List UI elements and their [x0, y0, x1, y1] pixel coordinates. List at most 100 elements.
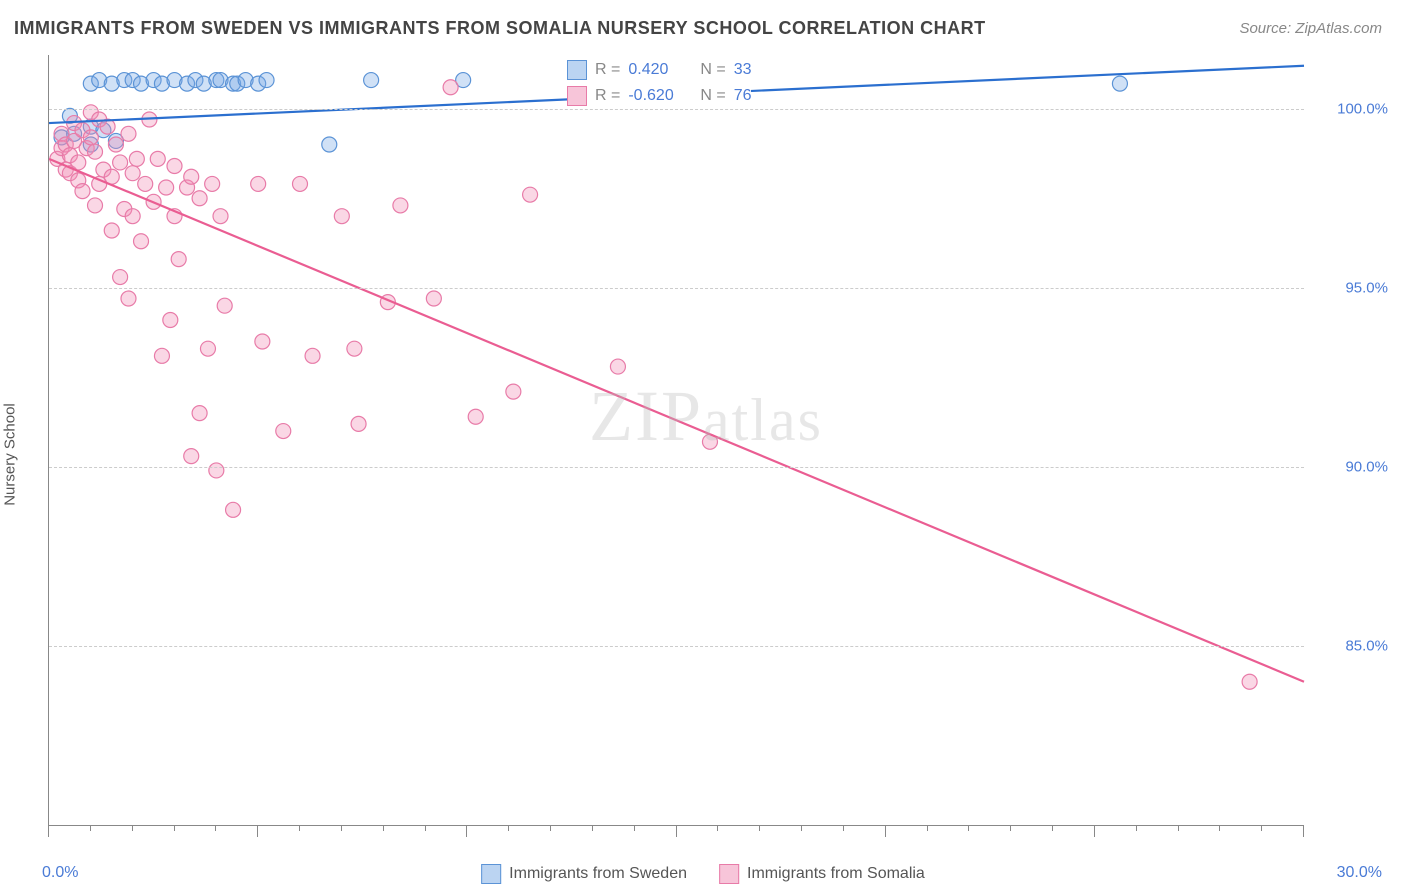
data-point [322, 137, 337, 152]
legend-series-item: Immigrants from Somalia [719, 864, 925, 884]
gridline-h [49, 646, 1304, 647]
data-point [138, 176, 153, 191]
data-point [159, 180, 174, 195]
r-value: 0.420 [628, 61, 692, 79]
x-tick-minor [801, 825, 802, 831]
data-point [184, 449, 199, 464]
correlation-legend: R =0.420N =33R =-0.620N =76 [567, 60, 751, 106]
legend-swatch [481, 864, 501, 884]
x-tick-major [676, 825, 677, 837]
y-tick-label: 90.0% [1345, 458, 1388, 475]
x-tick-minor [550, 825, 551, 831]
x-tick-minor [634, 825, 635, 831]
x-tick-minor [592, 825, 593, 831]
data-point [83, 130, 98, 145]
r-label: R = [595, 87, 620, 105]
data-point [200, 341, 215, 356]
data-point [167, 159, 182, 174]
n-value: 33 [734, 61, 752, 79]
x-tick-minor [1136, 825, 1137, 831]
data-point [184, 169, 199, 184]
legend-swatch [567, 60, 587, 80]
x-tick-major [466, 825, 467, 837]
data-point [108, 137, 123, 152]
data-point [154, 348, 169, 363]
x-tick-minor [383, 825, 384, 831]
legend-swatch [719, 864, 739, 884]
n-label: N = [700, 87, 725, 105]
data-point [443, 80, 458, 95]
x-tick-minor [927, 825, 928, 831]
data-point [255, 334, 270, 349]
legend-swatch [567, 86, 587, 106]
data-point [506, 384, 521, 399]
x-axis-label-min: 0.0% [42, 864, 78, 882]
r-label: R = [595, 61, 620, 79]
chart-container: IMMIGRANTS FROM SWEDEN VS IMMIGRANTS FRO… [0, 0, 1406, 892]
data-point [251, 176, 266, 191]
data-point [121, 126, 136, 141]
scatter-plot-svg [49, 55, 1304, 825]
series-legend: Immigrants from Sweden Immigrants from So… [481, 864, 925, 884]
data-point [1112, 76, 1127, 91]
source-label: Source: ZipAtlas.com [1239, 20, 1382, 37]
chart-title: IMMIGRANTS FROM SWEDEN VS IMMIGRANTS FRO… [14, 18, 986, 39]
gridline-h [49, 467, 1304, 468]
y-axis-title: Nursery School [2, 403, 19, 506]
data-point [150, 151, 165, 166]
data-point [393, 198, 408, 213]
n-label: N = [700, 61, 725, 79]
gridline-h [49, 288, 1304, 289]
data-point [125, 209, 140, 224]
x-tick-minor [968, 825, 969, 831]
x-tick-minor [1010, 825, 1011, 831]
data-point [217, 298, 232, 313]
x-tick-minor [299, 825, 300, 831]
x-tick-minor [132, 825, 133, 831]
regression-line [49, 159, 1304, 682]
data-point [351, 416, 366, 431]
data-point [192, 406, 207, 421]
x-tick-minor [215, 825, 216, 831]
data-point [88, 198, 103, 213]
data-point [293, 176, 308, 191]
legend-series-item: Immigrants from Sweden [481, 864, 687, 884]
x-tick-minor [759, 825, 760, 831]
data-point [276, 424, 291, 439]
plot-area: ZIPatlas [48, 55, 1304, 826]
data-point [205, 176, 220, 191]
data-point [192, 191, 207, 206]
x-tick-major [1303, 825, 1304, 837]
y-tick-label: 95.0% [1345, 279, 1388, 296]
data-point [121, 291, 136, 306]
x-tick-minor [90, 825, 91, 831]
x-tick-minor [843, 825, 844, 831]
x-tick-minor [1052, 825, 1053, 831]
x-tick-minor [717, 825, 718, 831]
gridline-h [49, 109, 1304, 110]
data-point [334, 209, 349, 224]
data-point [364, 73, 379, 88]
legend-stat-row: R =-0.620N =76 [567, 86, 751, 106]
data-point [259, 73, 274, 88]
data-point [88, 144, 103, 159]
x-tick-minor [1219, 825, 1220, 831]
data-point [75, 184, 90, 199]
data-point [305, 348, 320, 363]
x-tick-major [48, 825, 49, 837]
x-tick-minor [341, 825, 342, 831]
x-tick-minor [1178, 825, 1179, 831]
data-point [171, 252, 186, 267]
r-value: -0.620 [628, 87, 692, 105]
x-tick-minor [174, 825, 175, 831]
x-axis-label-max: 30.0% [1337, 864, 1382, 882]
data-point [163, 313, 178, 328]
data-point [125, 166, 140, 181]
x-tick-major [1094, 825, 1095, 837]
data-point [226, 502, 241, 517]
data-point [209, 463, 224, 478]
data-point [129, 151, 144, 166]
data-point [468, 409, 483, 424]
x-tick-minor [425, 825, 426, 831]
data-point [523, 187, 538, 202]
